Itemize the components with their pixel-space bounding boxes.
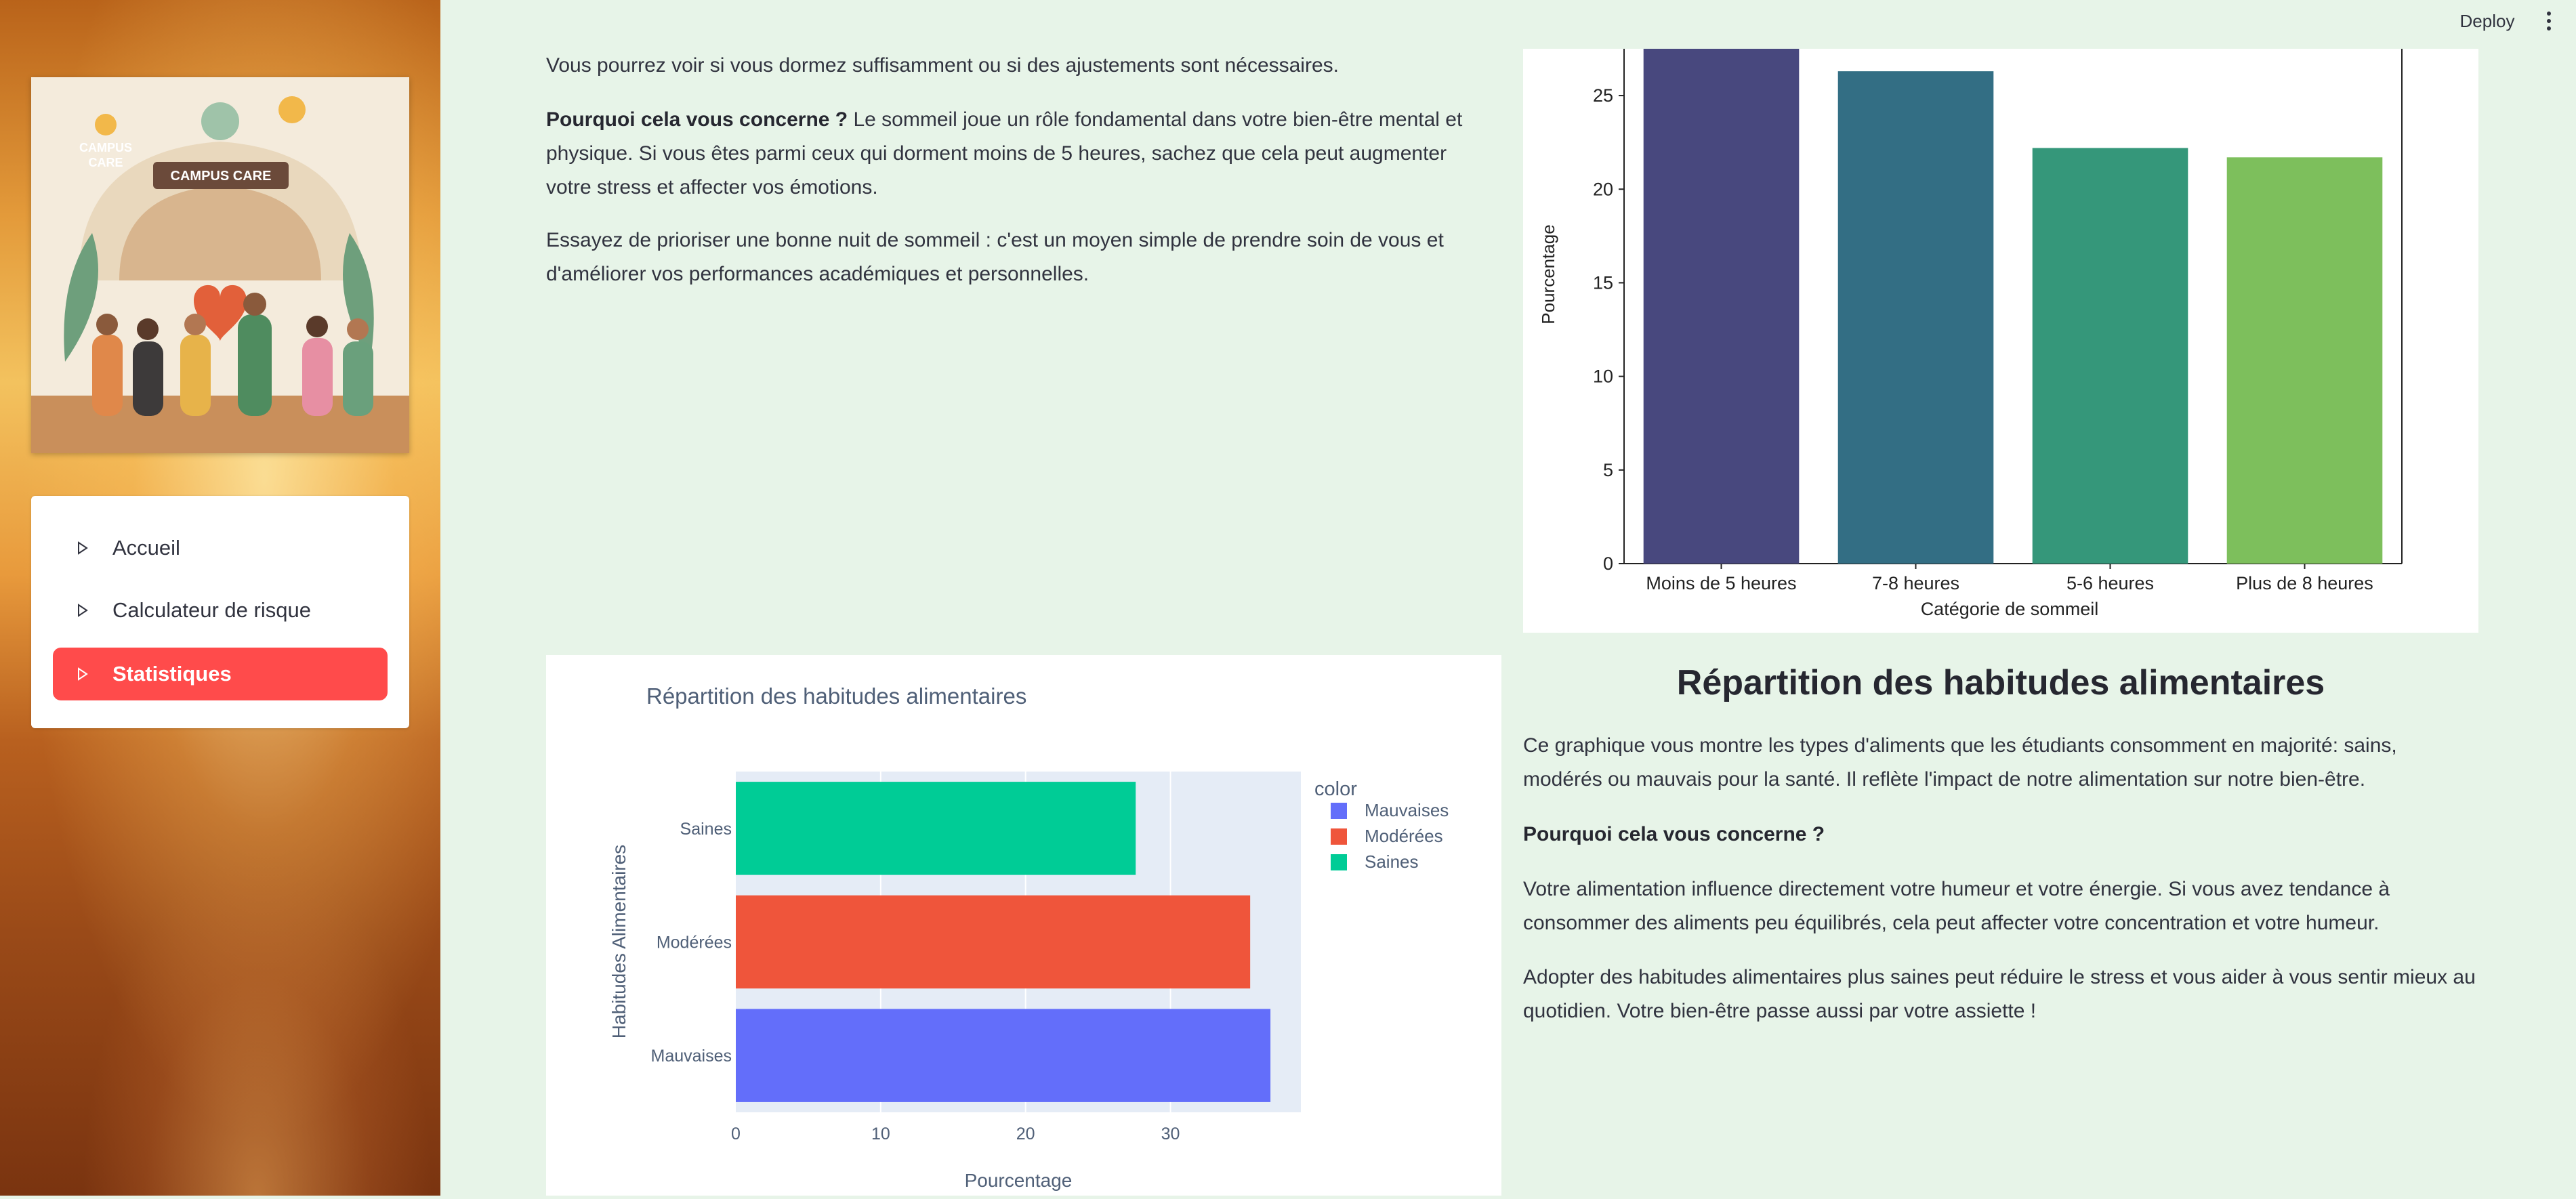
food-legend-swatch[interactable] bbox=[1331, 803, 1347, 819]
food-influence-text: Votre alimentation influence directement… bbox=[1523, 878, 2390, 934]
food-legend-swatch[interactable] bbox=[1331, 828, 1347, 845]
food-legend-label[interactable]: Mauvaises bbox=[1365, 800, 1449, 820]
sleep-intro-text: Vous pourrez voir si vous dormez suffisa… bbox=[546, 54, 1339, 77]
sleep-y-tick-label: 20 bbox=[1593, 179, 1613, 199]
food-chart-panel: Répartition des habitudes alimentaires H… bbox=[546, 655, 1501, 1196]
nav-item-label: Statistiques bbox=[112, 662, 232, 686]
nav-item-statistiques[interactable]: Statistiques bbox=[53, 648, 388, 700]
food-legend-label[interactable]: Saines bbox=[1365, 851, 1419, 872]
sleep-y-tick-label: 15 bbox=[1593, 272, 1613, 293]
sleep-y-axis-label: Pourcentage bbox=[1538, 224, 1558, 324]
vertical-ellipsis-icon[interactable] bbox=[2539, 7, 2558, 35]
sleep-x-tick-label: 5-6 heures bbox=[2066, 573, 2154, 593]
food-y-tick-label: Saines bbox=[680, 820, 732, 839]
food-description-text: Ce graphique vous montre les types d'ali… bbox=[1523, 734, 2397, 791]
nav-item-calculateur[interactable]: Calculateur de risque bbox=[53, 584, 388, 637]
sleep-why-heading: Pourquoi cela vous concerne ? bbox=[546, 108, 848, 131]
deploy-button[interactable]: Deploy bbox=[2459, 10, 2515, 31]
food-y-tick-label: Mauvaises bbox=[651, 1047, 732, 1066]
logo-banner-text: CAMPUS CARE bbox=[171, 169, 272, 184]
food-legend-title: color bbox=[1314, 778, 1357, 800]
food-bar-2 bbox=[736, 782, 1136, 875]
food-why-heading: Pourquoi cela vous concerne ? bbox=[1523, 823, 1825, 845]
food-adopt-text: Adopter des habitudes alimentaires plus … bbox=[1523, 966, 2476, 1022]
sleep-x-axis-label: Catégorie de sommeil bbox=[1921, 599, 2099, 619]
campus-care-logo: CAMPUS CARE CAMPUS CARE bbox=[31, 77, 409, 453]
food-legend-swatch[interactable] bbox=[1331, 854, 1347, 870]
sleep-x-tick-label: Moins de 5 heures bbox=[1646, 573, 1796, 593]
sleep-y-tick-label: 0 bbox=[1603, 553, 1613, 574]
logo-line1-text: CAMPUS bbox=[79, 141, 132, 154]
food-bar-chart: Répartition des habitudes alimentaires H… bbox=[608, 683, 1449, 1191]
food-x-tick-label: 0 bbox=[731, 1124, 741, 1143]
food-y-tick-label: Modérées bbox=[657, 933, 732, 952]
food-y-axis-label: Habitudes Alimentaires bbox=[608, 845, 629, 1038]
sleep-why-paragraph: Pourquoi cela vous concerne ? Le sommeil… bbox=[546, 103, 1468, 205]
nav-item-label: Calculateur de risque bbox=[112, 598, 311, 622]
sleep-why-text: Le sommeil joue un rôle fondamental dans… bbox=[546, 108, 1463, 198]
play-icon bbox=[53, 541, 112, 555]
sleep-bar-1 bbox=[1837, 71, 1994, 564]
food-bar-1 bbox=[736, 895, 1251, 989]
food-x-axis-label: Pourcentage bbox=[965, 1170, 1073, 1191]
sleep-chart-panel: Pourcentage Catégorie de sommeil Moins d… bbox=[1523, 49, 2478, 633]
navigation-menu: Accueil Calculateur de risque Statistiqu… bbox=[31, 496, 409, 728]
sleep-x-tick-label: 7-8 heures bbox=[1872, 573, 1959, 593]
campus-care-illustration: CAMPUS CARE CAMPUS CARE bbox=[31, 77, 409, 453]
food-x-tick-label: 20 bbox=[1016, 1124, 1035, 1143]
play-icon bbox=[53, 604, 112, 617]
food-x-tick-label: 30 bbox=[1161, 1124, 1180, 1143]
food-x-tick-label: 10 bbox=[871, 1124, 890, 1143]
sleep-bar-3 bbox=[2226, 157, 2383, 564]
sleep-y-tick-label: 5 bbox=[1603, 460, 1613, 480]
sleep-y-tick-label: 10 bbox=[1593, 366, 1613, 387]
food-legend-label[interactable]: Modérées bbox=[1365, 826, 1443, 846]
nav-item-label: Accueil bbox=[112, 536, 180, 560]
nav-item-accueil[interactable]: Accueil bbox=[53, 522, 388, 574]
sleep-tip-text: Essayez de prioriser une bonne nuit de s… bbox=[546, 229, 1444, 285]
sidebar-background-path bbox=[81, 847, 434, 1196]
sidebar: CAMPUS CARE CAMPUS CARE bbox=[0, 0, 440, 1196]
food-bar-0 bbox=[736, 1009, 1271, 1102]
sleep-bar-2 bbox=[2032, 148, 2188, 564]
sleep-bar-0 bbox=[1643, 49, 1800, 564]
food-chart-title: Répartition des habitudes alimentaires bbox=[646, 683, 1026, 709]
sleep-x-tick-label: Plus de 8 heures bbox=[2236, 573, 2373, 593]
play-icon bbox=[53, 667, 112, 681]
food-section-title: Répartition des habitudes alimentaires bbox=[1676, 663, 2325, 702]
logo-line2-text: CARE bbox=[88, 156, 123, 169]
sleep-y-tick-label: 25 bbox=[1593, 85, 1613, 106]
sleep-bar-chart: Pourcentage Catégorie de sommeil Moins d… bbox=[1538, 49, 2403, 619]
